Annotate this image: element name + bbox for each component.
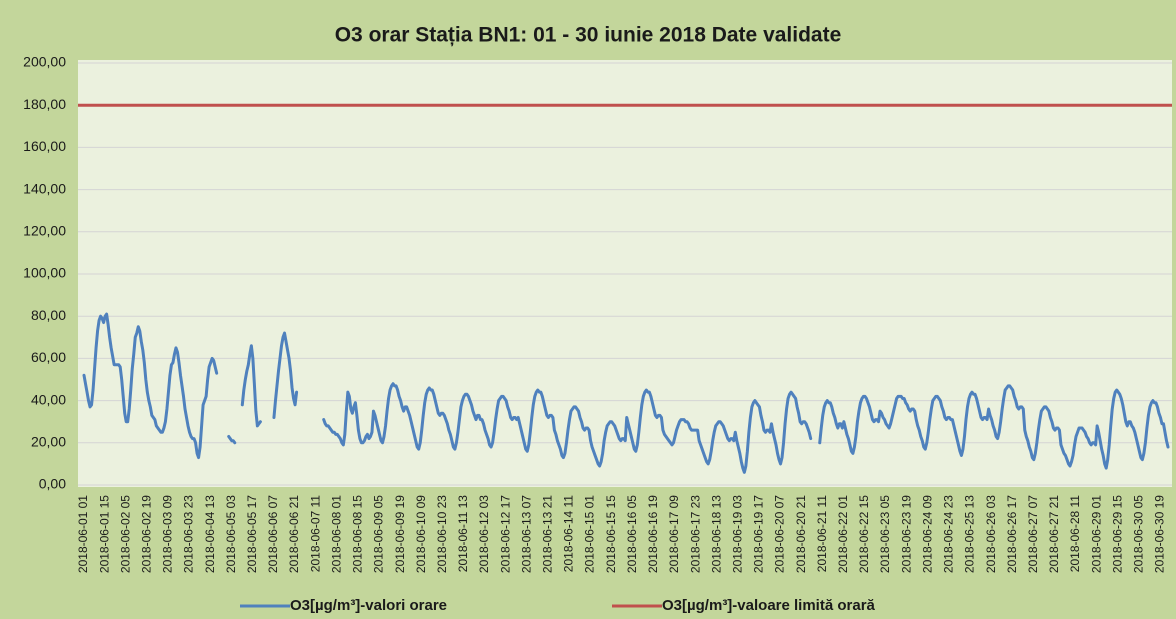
x-tick-label: 2018-06-13 07: [519, 495, 533, 573]
x-tick-label: 2018-06-06 21: [287, 495, 301, 573]
x-tick-label: 2018-06-03 23: [182, 495, 196, 573]
x-tick-label: 2018-06-23 19: [899, 495, 913, 573]
x-tick-label: 2018-06-07 11: [308, 495, 322, 573]
y-tick-label: 100,00: [23, 265, 66, 281]
y-tick-label: 180,00: [23, 96, 66, 112]
x-tick-label: 2018-06-05 03: [224, 495, 238, 573]
x-tick-label: 2018-06-20 21: [794, 495, 808, 573]
x-tick-label: 2018-06-12 17: [498, 495, 512, 573]
x-tick-label: 2018-06-16 19: [646, 495, 660, 573]
x-tick-label: 2018-06-30 05: [1132, 495, 1146, 573]
x-tick-label: 2018-06-15 01: [583, 495, 597, 573]
y-tick-label: 20,00: [31, 434, 66, 450]
x-tick-label: 2018-06-02 19: [139, 495, 153, 573]
x-tick-label: 2018-06-01 15: [97, 495, 111, 573]
y-tick-label: 80,00: [31, 307, 66, 323]
legend-label: O3[µg/m³]-valori orare: [290, 597, 447, 614]
chart-title: O3 orar Stația BN1: 01 - 30 iunie 2018 D…: [335, 24, 842, 47]
x-tick-label: 2018-06-14 11: [562, 495, 576, 573]
x-tick-label: 2018-06-19 03: [730, 495, 744, 573]
x-tick-label: 2018-06-22 15: [857, 495, 871, 573]
y-tick-label: 0,00: [39, 476, 66, 492]
x-tick-label: 2018-06-09 05: [372, 495, 386, 573]
y-tick-label: 140,00: [23, 180, 66, 196]
x-tick-label: 2018-06-27 21: [1047, 495, 1061, 573]
y-tick-label: 40,00: [31, 391, 66, 407]
x-tick-label: 2018-06-30 19: [1153, 495, 1167, 573]
x-tick-label: 2018-06-26 17: [1005, 495, 1019, 573]
x-tick-label: 2018-06-05 17: [245, 495, 259, 573]
x-tick-label: 2018-06-26 03: [984, 495, 998, 573]
x-tick-label: 2018-06-03 09: [161, 495, 175, 573]
x-tick-label: 2018-06-13 21: [541, 495, 555, 573]
x-tick-label: 2018-06-27 07: [1026, 495, 1040, 573]
x-tick-label: 2018-06-18 13: [709, 495, 723, 573]
x-tick-label: 2018-06-17 23: [688, 495, 702, 573]
x-tick-label: 2018-06-29 01: [1089, 495, 1103, 573]
x-tick-label: 2018-06-10 09: [414, 495, 428, 573]
x-tick-label: 2018-06-01 01: [76, 495, 90, 573]
x-tick-label: 2018-06-24 09: [920, 495, 934, 573]
x-tick-label: 2018-06-10 23: [435, 495, 449, 573]
x-tick-label: 2018-06-23 05: [878, 495, 892, 573]
x-tick-label: 2018-06-12 03: [477, 495, 491, 573]
x-tick-label: 2018-06-29 15: [1110, 495, 1124, 573]
x-tick-label: 2018-06-15 15: [604, 495, 618, 573]
x-tick-label: 2018-06-19 17: [752, 495, 766, 573]
x-tick-label: 2018-06-02 05: [118, 495, 132, 573]
x-tick-label: 2018-06-21 11: [815, 495, 829, 573]
x-tick-label: 2018-06-09 19: [393, 495, 407, 573]
x-tick-label: 2018-06-24 23: [942, 495, 956, 573]
y-tick-label: 200,00: [23, 54, 66, 70]
data-line: [82, 312, 1170, 474]
y-tick-label: 160,00: [23, 138, 66, 154]
x-tick-label: 2018-06-25 13: [963, 495, 977, 573]
x-tick-label: 2018-06-20 07: [773, 495, 787, 573]
legend-label: O3[µg/m³]-valoare limită orară: [662, 597, 876, 614]
x-tick-label: 2018-06-06 07: [266, 495, 280, 573]
y-tick-label: 60,00: [31, 349, 66, 365]
x-tick-label: 2018-06-16 05: [625, 495, 639, 573]
y-tick-label: 120,00: [23, 223, 66, 239]
x-tick-label: 2018-06-11 13: [456, 495, 470, 573]
x-tick-label: 2018-06-28 11: [1068, 495, 1082, 573]
x-tick-label: 2018-06-04 13: [203, 495, 217, 573]
x-tick-label: 2018-06-22 01: [836, 495, 850, 573]
x-tick-label: 2018-06-17 09: [667, 495, 681, 573]
x-tick-label: 2018-06-08 01: [329, 495, 343, 573]
x-tick-label: 2018-06-08 15: [351, 495, 365, 573]
